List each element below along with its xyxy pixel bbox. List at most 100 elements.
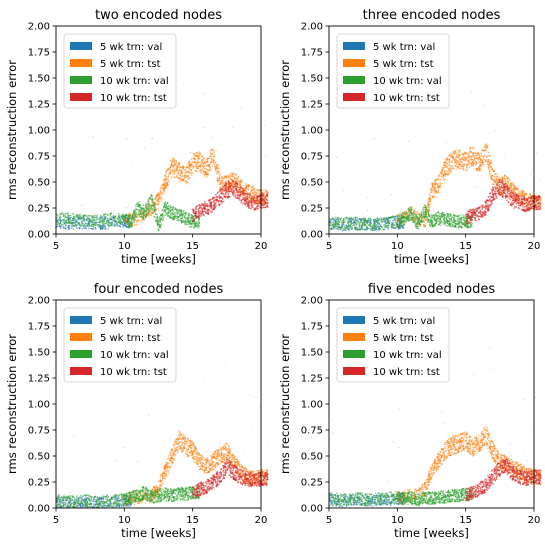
data-point: [173, 170, 176, 172]
data-point: [163, 215, 166, 217]
data-point: [192, 220, 194, 223]
data-point: [346, 220, 349, 222]
data-point: [198, 205, 201, 208]
outlier-point: [470, 91, 473, 93]
data-point: [489, 155, 491, 158]
data-point: [196, 221, 198, 224]
data-point: [70, 221, 72, 224]
data-point: [236, 177, 239, 179]
y-tick-label: 1.75: [28, 48, 50, 59]
data-point: [119, 222, 122, 224]
data-point: [163, 191, 166, 193]
data-point: [251, 186, 253, 188]
data-point: [214, 202, 216, 205]
data-point: [470, 164, 473, 166]
data-point: [380, 219, 382, 222]
data-point: [174, 207, 177, 210]
data-point: [208, 209, 211, 211]
outlier-point: [151, 137, 153, 140]
data-point: [367, 227, 370, 230]
data-point: [79, 224, 82, 226]
outlier-point: [223, 186, 225, 189]
data-point: [200, 159, 203, 161]
data-point: [177, 165, 180, 168]
data-point: [257, 189, 260, 191]
data-point: [175, 166, 178, 169]
data-point: [227, 192, 229, 195]
data-point: [216, 178, 218, 180]
data-point: [75, 225, 78, 227]
data-point: [137, 201, 139, 204]
data-point: [443, 178, 446, 180]
data-point: [211, 211, 214, 213]
data-point: [103, 217, 106, 220]
data-point: [104, 225, 107, 227]
data-point: [187, 174, 190, 177]
data-point: [338, 226, 341, 229]
data-point: [466, 166, 468, 169]
data-point: [253, 188, 256, 190]
outlier-point: [538, 178, 541, 180]
data-point: [190, 174, 193, 176]
data-point: [350, 220, 353, 223]
data-point: [127, 221, 129, 223]
data-point: [203, 207, 205, 210]
data-point: [174, 176, 176, 179]
data-point: [255, 190, 257, 192]
outlier-point: [203, 92, 206, 95]
data-point: [106, 217, 109, 220]
data-point: [213, 208, 216, 210]
data-point: [202, 163, 205, 165]
data-point: [176, 208, 178, 211]
data-point: [344, 229, 347, 231]
data-point: [134, 211, 137, 214]
data-point: [85, 227, 87, 230]
data-point: [214, 204, 216, 206]
data-point: [179, 214, 182, 216]
data-point: [129, 223, 132, 225]
outlier-point: [194, 161, 197, 163]
data-point: [347, 225, 349, 227]
data-point: [177, 164, 179, 167]
data-point: [177, 172, 180, 175]
data-point: [246, 198, 249, 201]
data-point: [89, 227, 92, 230]
data-point: [94, 226, 97, 229]
data-point: [257, 207, 260, 210]
data-point: [57, 221, 59, 224]
data-point: [515, 187, 517, 190]
data-point: [235, 197, 238, 199]
outlier-point: [133, 209, 136, 212]
data-point: [98, 226, 100, 229]
data-point: [516, 189, 519, 191]
data-point: [138, 213, 140, 216]
data-point: [242, 184, 245, 187]
data-point: [475, 160, 478, 163]
data-point: [113, 223, 116, 225]
data-point: [195, 163, 197, 166]
data-point: [59, 221, 62, 224]
data-point: [492, 183, 495, 186]
data-point: [91, 223, 94, 226]
data-point: [180, 180, 183, 182]
data-point: [480, 148, 483, 151]
data-point: [150, 193, 153, 196]
y-tick-label: 0.75: [28, 152, 50, 163]
outlier-point: [264, 124, 266, 126]
data-point: [133, 216, 135, 219]
data-point: [354, 226, 356, 228]
data-point: [135, 203, 138, 205]
data-point: [146, 201, 149, 203]
data-point: [198, 217, 200, 219]
outlier-point: [142, 202, 144, 204]
data-point: [107, 214, 109, 217]
data-point: [458, 151, 461, 153]
data-point: [347, 221, 350, 224]
data-point: [159, 192, 162, 195]
data-point: [182, 212, 185, 215]
data-point: [227, 188, 230, 190]
data-point: [267, 202, 269, 205]
data-point: [233, 192, 236, 194]
data-point: [259, 206, 261, 208]
data-point: [445, 169, 447, 172]
